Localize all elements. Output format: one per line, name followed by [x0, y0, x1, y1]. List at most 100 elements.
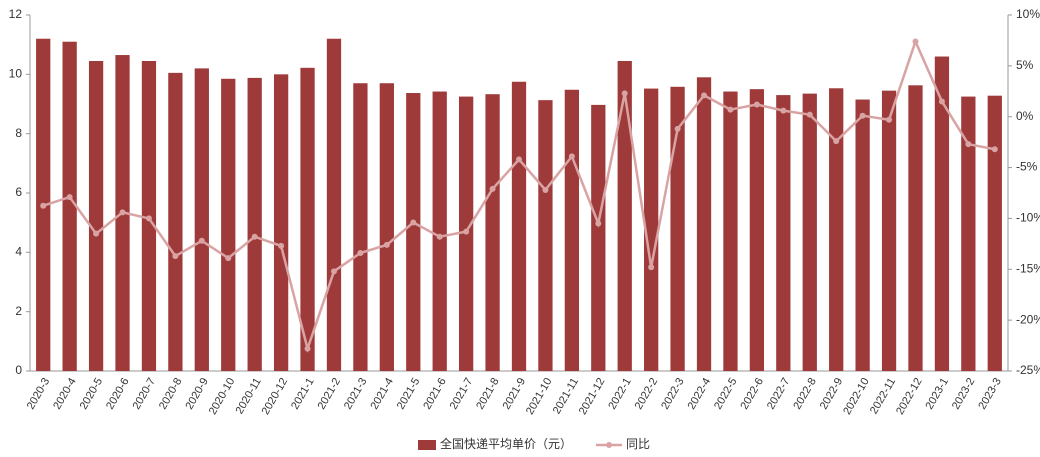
bar — [961, 96, 976, 371]
x-tick-label: 2021-6 — [421, 376, 449, 412]
y-tick-label: 8 — [15, 126, 22, 140]
line-point — [780, 107, 787, 114]
x-tick-label: 2023-3 — [976, 376, 1004, 412]
line-point — [568, 153, 575, 160]
y-tick-label: 4 — [15, 245, 22, 259]
x-tick-label: 2022-4 — [686, 376, 714, 412]
line-point — [198, 237, 205, 244]
x-tick-label: 2022-9 — [818, 376, 846, 412]
x-tick-label: 2021-3 — [342, 376, 370, 412]
line-point — [991, 146, 998, 153]
bar — [168, 72, 183, 371]
x-tick-label: 2022-8 — [791, 376, 819, 412]
bar — [300, 67, 315, 371]
y2-tick-label: 10% — [1016, 7, 1040, 21]
x-tick-label: 2021-12 — [577, 376, 608, 417]
line-point — [463, 228, 470, 235]
legend-label: 全国快递平均单价（元） — [440, 436, 572, 451]
legend-swatch — [606, 442, 613, 448]
line-point — [40, 202, 47, 209]
line-point — [912, 38, 919, 45]
bar — [273, 74, 289, 371]
y-tick-label: 0 — [15, 363, 22, 377]
x-tick-label: 2022-6 — [738, 376, 766, 412]
x-tick-label: 2022-2 — [633, 376, 661, 412]
bar — [247, 77, 262, 371]
bar — [723, 91, 738, 371]
y-tick-label: 10 — [9, 67, 23, 81]
line-point — [727, 106, 734, 113]
line-point — [278, 242, 285, 249]
bar — [538, 100, 553, 371]
line-point — [66, 194, 73, 201]
line-point — [93, 230, 100, 237]
x-tick-label: 2022-7 — [765, 376, 793, 412]
y2-tick-label: 5% — [1016, 58, 1034, 72]
bar — [644, 88, 659, 371]
bar — [881, 90, 897, 372]
bar — [670, 86, 685, 371]
bar — [62, 41, 77, 371]
bar — [379, 83, 394, 371]
line-point — [119, 209, 126, 216]
y-tick-label: 12 — [9, 7, 23, 21]
line-point — [701, 92, 708, 99]
line-point — [516, 156, 522, 163]
bar — [617, 60, 632, 371]
line-point — [595, 220, 602, 227]
x-tick-label: 2020-9 — [183, 376, 211, 412]
x-tick-label: 2021-1 — [289, 376, 317, 412]
bar — [406, 93, 421, 372]
line-point — [172, 253, 179, 260]
bar — [221, 78, 236, 372]
bar — [934, 56, 950, 372]
bar — [88, 60, 104, 371]
legend-swatch — [418, 440, 436, 450]
x-tick-label: 2020-3 — [25, 376, 53, 412]
line-point — [833, 138, 840, 145]
y2-tick-label: -15% — [1016, 261, 1040, 275]
x-tick-label: 2020-6 — [104, 376, 132, 412]
line-point — [436, 233, 443, 240]
bar — [908, 85, 923, 371]
bar — [696, 77, 712, 372]
x-tick-label: 2023-2 — [950, 376, 978, 412]
x-tick-label: 2021-9 — [501, 376, 529, 412]
line-point — [938, 98, 945, 105]
bar — [855, 99, 870, 372]
x-tick-label: 2022-5 — [712, 376, 740, 412]
y-tick-label: 6 — [15, 185, 22, 199]
line-point — [674, 125, 681, 132]
x-tick-label: 2020-7 — [131, 376, 159, 412]
bar — [987, 95, 1002, 372]
y2-tick-label: -20% — [1016, 312, 1040, 326]
line-point — [886, 116, 893, 123]
x-tick-label: 2023-1 — [924, 376, 952, 412]
x-tick-label: 2022-3 — [659, 376, 687, 412]
x-tick-label: 2021-2 — [316, 376, 344, 412]
line-point — [621, 90, 628, 97]
bar — [326, 38, 342, 371]
bar — [776, 95, 791, 371]
y2-tick-label: -10% — [1016, 211, 1040, 225]
line-point — [753, 101, 760, 108]
line-point — [330, 268, 337, 275]
x-tick-label: 2022-1 — [606, 376, 634, 412]
bar — [564, 89, 580, 371]
x-tick-label: 2021-7 — [448, 376, 476, 412]
x-tick-label: 2021-4 — [368, 376, 396, 412]
line-point — [225, 255, 232, 262]
bar — [194, 68, 209, 372]
bar — [353, 83, 368, 371]
line-point — [859, 112, 866, 119]
bar — [485, 94, 500, 372]
y-tick-label: 2 — [15, 304, 22, 318]
line-point — [542, 186, 549, 193]
x-tick-label: 2020-8 — [157, 376, 185, 412]
y2-tick-label: -25% — [1016, 363, 1040, 377]
line-point — [410, 219, 417, 226]
x-tick-label: 2020-5 — [78, 376, 106, 412]
x-tick-label: 2021-5 — [395, 376, 423, 412]
bar — [591, 104, 606, 371]
